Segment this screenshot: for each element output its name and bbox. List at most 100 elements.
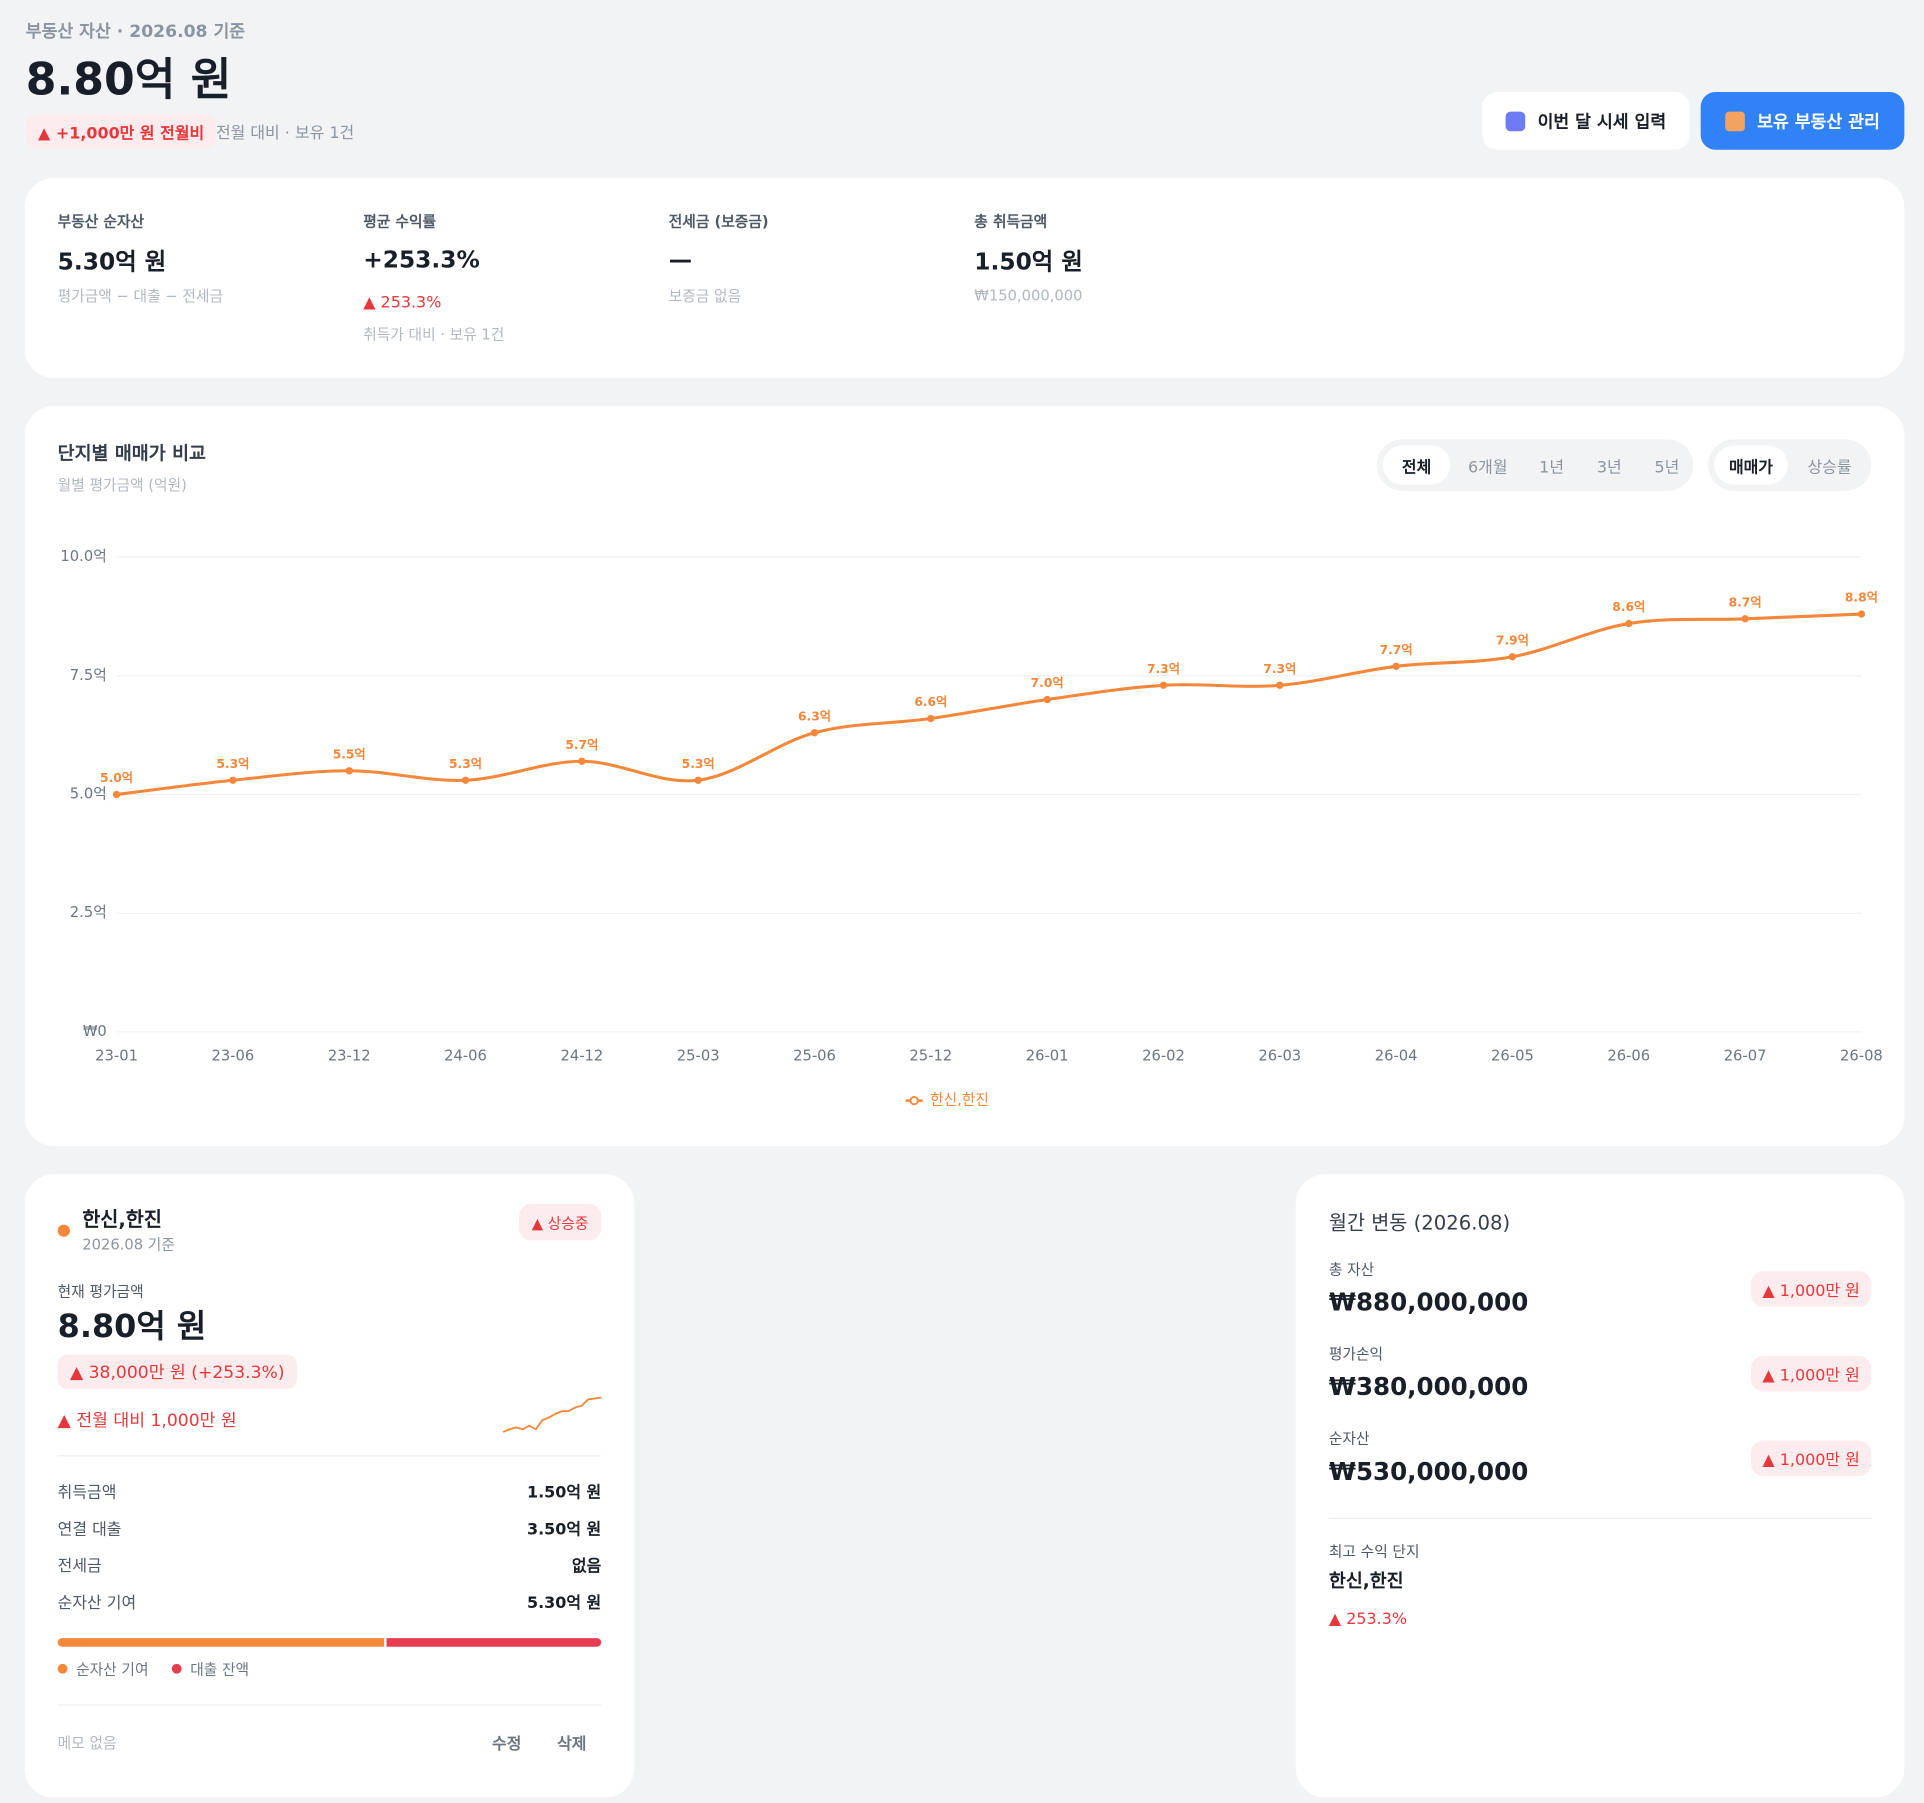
x-tick-label: 25-03 — [677, 1047, 720, 1064]
bar-net — [57, 1638, 384, 1647]
summary-label: 전세금 (보증금) — [668, 212, 769, 231]
data-label: 6.3억 — [798, 709, 831, 723]
change-badge: ▲ 1,000만 원 — [1750, 1355, 1872, 1392]
data-point — [694, 776, 702, 784]
y-tick-label: 10.0억 — [60, 548, 106, 565]
range-tab[interactable]: 전체 — [1382, 445, 1451, 485]
y-tick-label: 2.5억 — [70, 904, 107, 921]
best-label: 최고 수익 단지 — [1328, 1543, 1420, 1561]
button-label: 보유 부동산 관리 — [1757, 112, 1880, 132]
x-tick-label: 25-06 — [793, 1047, 836, 1064]
data-point — [1043, 695, 1051, 704]
item-label: 평가손익 — [1328, 1345, 1384, 1363]
property-value: 8.80억 원 — [57, 1308, 207, 1346]
y-tick-label: 7.5억 — [70, 667, 107, 684]
x-tick-label: 26-04 — [1375, 1047, 1418, 1064]
total-value: 8.80억 원 — [25, 55, 232, 106]
summary-value: 5.30억 원 — [57, 248, 167, 276]
monthly-title: 월간 변동 (2026.08) — [1328, 1211, 1511, 1235]
legend-label: 순자산 기여 — [76, 1660, 149, 1678]
x-tick-label: 24-06 — [444, 1047, 487, 1064]
data-label: 5.3억 — [449, 757, 482, 771]
delete-button[interactable]: 삭제 — [557, 1735, 587, 1755]
x-tick-label: 26-06 — [1607, 1047, 1650, 1064]
data-label: 5.3억 — [216, 757, 249, 771]
row-value: 1.50억 원 — [526, 1484, 602, 1503]
range-tab[interactable]: 5년 — [1654, 458, 1680, 477]
edit-button[interactable]: 수정 — [492, 1735, 522, 1755]
mode-tab[interactable]: 상승률 — [1807, 458, 1852, 477]
row-label: 순자산 기여 — [57, 1594, 137, 1613]
summary-sub: 평가금액 − 대출 − 전세금 — [57, 287, 223, 305]
chart-title: 단지별 매매가 비교 — [57, 442, 206, 465]
gain-badge: ▲ 38,000만 원 (+253.3%) — [57, 1354, 297, 1390]
button-label: 이번 달 시세 입력 — [1537, 112, 1667, 132]
line-chart: ₩0 2.5억 5.0억 7.5억 10.0억 23-01 23-06 23-12 24-06 2… — [60, 548, 1883, 1109]
legend-label: 대출 잔액 — [190, 1660, 250, 1678]
item-label: 순자산 — [1328, 1430, 1370, 1448]
range-tab[interactable]: 6개월 — [1468, 458, 1508, 477]
data-point — [1392, 662, 1400, 670]
summary-label: 평균 수익률 — [363, 212, 437, 231]
best-name: 한신,한진 — [1328, 1569, 1404, 1593]
summary-sub: 취득가 대비 · 보유 1건 — [363, 325, 505, 343]
data-point — [1159, 681, 1168, 689]
input-button[interactable]: 이번 달 시세 입력 — [1482, 92, 1690, 150]
summary-value: +253.3% — [363, 246, 480, 274]
summary-sub: ₩150,000,000 — [974, 287, 1083, 305]
data-label: 5.5억 — [333, 747, 366, 761]
monthly-card: 월간 변동 (2026.08) 총 자산 ₩880,000,000 ▲ 1,000만 … — [1295, 1174, 1905, 1798]
data-label: 7.3억 — [1147, 662, 1180, 676]
data-label: 8.8억 — [1845, 591, 1878, 605]
memo: 메모 없음 — [57, 1734, 117, 1752]
status-dot — [57, 1224, 70, 1237]
data-point — [1625, 619, 1633, 628]
mom-change: ▲ 전월 대비 1,000만 원 — [57, 1411, 237, 1431]
item-value: ₩880,000,000 — [1328, 1287, 1529, 1317]
best-rate: ▲ 253.3% — [1328, 1610, 1408, 1629]
divider — [1328, 1517, 1872, 1520]
mode-tabs: 매매가 상승률 — [1708, 439, 1872, 491]
row-value: 없음 — [571, 1557, 602, 1577]
sparkline — [502, 1396, 602, 1433]
series-line — [116, 612, 1862, 797]
x-tick-label: 23-12 — [328, 1047, 371, 1064]
mode-tab[interactable]: 매매가 — [1714, 445, 1788, 485]
x-tick-label: 26-07 — [1724, 1047, 1767, 1064]
item-value: ₩380,000,000 — [1328, 1371, 1529, 1402]
data-point — [1508, 653, 1517, 661]
range-tabs: 전체 6개월 1년 3년 5년 — [1376, 439, 1694, 491]
x-tick-label: 26-01 — [1026, 1047, 1069, 1064]
row-label: 연결 대출 — [57, 1520, 122, 1540]
y-tick-label: ₩0 — [83, 1023, 107, 1040]
data-label: 7.9억 — [1496, 633, 1529, 647]
manage-button[interactable]: 보유 부동산 관리 — [1700, 92, 1905, 150]
data-label: 5.0억 — [100, 771, 133, 785]
property-date: 2026.08 기준 — [82, 1236, 175, 1254]
row-label: 전세금 — [57, 1557, 102, 1577]
summary-delta: ▲ 253.3% — [363, 293, 442, 313]
data-label: 7.3억 — [1263, 662, 1296, 676]
change-note: 전월 대비 · 보유 1건 — [215, 124, 355, 143]
summary-label: 총 취득금액 — [974, 212, 1048, 231]
sparkline-path — [502, 1396, 602, 1433]
range-tab[interactable]: 3년 — [1596, 458, 1622, 477]
row-value: 5.30억 원 — [526, 1594, 602, 1613]
summary-label: 부동산 순자산 — [57, 212, 145, 231]
x-tick-label: 26-08 — [1840, 1047, 1883, 1064]
summary-value: 1.50억 원 — [974, 248, 1083, 276]
data-point — [1741, 615, 1749, 623]
data-label: 8.7억 — [1729, 595, 1762, 609]
change-badge: ▲ 1,000만 원 — [1750, 1271, 1872, 1307]
property-card: 한신,한진 2026.08 기준 ▲ 상승중 현재 평가금액 8.80억 원 ▲ 38,0… — [24, 1174, 635, 1798]
house-icon — [1725, 111, 1745, 131]
x-tick-label: 26-05 — [1491, 1047, 1534, 1064]
x-tick-label: 23-01 — [95, 1047, 138, 1064]
legend-label: 한신,한진 — [930, 1092, 989, 1109]
item-label: 총 자산 — [1328, 1260, 1375, 1278]
status-badge: ▲ 상승중 — [519, 1203, 602, 1241]
range-tab[interactable]: 1년 — [1539, 458, 1564, 477]
chart-subtitle: 월별 평가금액 (억원) — [57, 476, 187, 494]
